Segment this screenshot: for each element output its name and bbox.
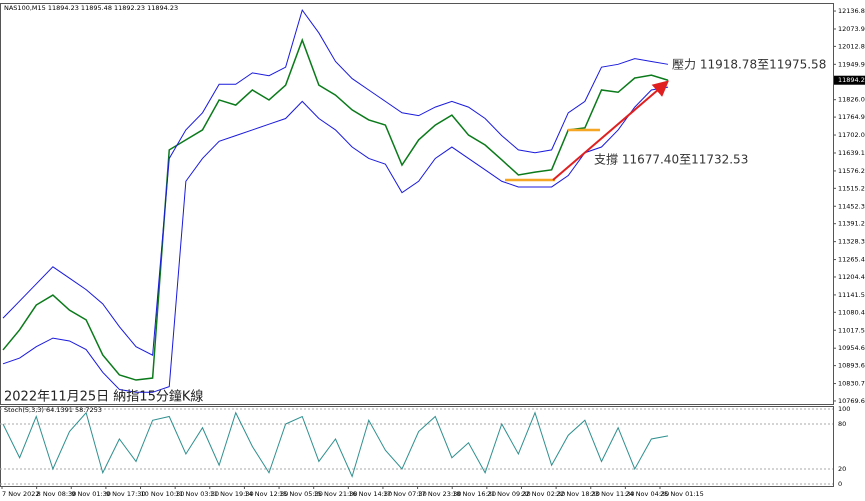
y-tick-label: 11017.55: [838, 326, 865, 334]
price-line: [2, 37, 669, 381]
x-tick-label: 7 Nov 2022: [2, 490, 40, 498]
x-tick-label: 8 Nov 08:30: [37, 490, 77, 498]
x-tick-label: 11 Nov 03:30: [175, 490, 219, 498]
x-tick-label: 22 Nov 02:30: [521, 490, 565, 498]
stoch-line: [2, 411, 669, 478]
stoch-tick-label: 20: [838, 465, 846, 473]
y-tick-label: 12073.90: [838, 25, 865, 33]
y-tick-label: 12012.85: [838, 42, 865, 50]
x-tick-label: 11 Nov 19:30: [210, 490, 254, 498]
x-tick-label: 14 Nov 12:30: [244, 490, 288, 498]
y-tick-label: 10893.60: [838, 362, 865, 370]
x-tick-label: 24 Nov 04:30: [625, 490, 669, 498]
y-tick-label: 11265.45: [838, 256, 865, 264]
x-tick-label: 9 Nov 17:30: [106, 490, 146, 498]
bollinger-band: [2, 9, 669, 357]
y-tick-label: 11764.95: [838, 113, 865, 121]
y-tick-label: 11452.30: [838, 202, 865, 210]
y-tick-label: 11141.50: [838, 291, 865, 299]
x-tick-label: 18 Nov 16:30: [452, 490, 496, 498]
stoch-tick-label: 80: [838, 420, 846, 428]
x-tick-label: 15 Nov 21:30: [314, 490, 358, 498]
main-panel: [0, 3, 834, 405]
y-tick-label: 11080.45: [838, 308, 865, 316]
x-tick-label: 17 Nov 07:30: [383, 490, 427, 498]
caption: 2022年11月25日 納指15分鐘K線: [4, 389, 203, 405]
y-tick-label: 10769.65: [838, 397, 865, 405]
y-tick-label: 11391.25: [838, 220, 865, 228]
x-tick-label: 23 Nov 11:30: [591, 490, 635, 498]
stoch-tick-label: 0: [838, 480, 842, 488]
y-tick-label: 11328.35: [838, 238, 865, 246]
x-tick-label: 9 Nov 01:30: [71, 490, 111, 498]
y-tick-label: 11702.05: [838, 131, 865, 139]
chart-title: NAS100,M15 11894.23 11895.48 11892.23 11…: [4, 4, 178, 12]
y-tick-label: 11639.15: [838, 149, 865, 157]
plot: 12136.80 12073.90 12012.85 11949.95 11826.00…: [0, 7, 865, 498]
stoch-tick-label: 100: [838, 405, 850, 413]
price-box: [834, 75, 865, 85]
y-tick-label: 11515.20: [838, 184, 865, 192]
x-tick-label: 17 Nov 23:30: [418, 490, 462, 498]
y-tick-label: 10954.65: [838, 344, 865, 352]
bollinger-band: [2, 86, 669, 393]
x-tick-label: 10 Nov 10:30: [141, 490, 185, 498]
current-price: 11894.23: [838, 76, 865, 84]
y-tick-label: 12136.80: [838, 7, 865, 15]
y-tick-label: 11949.95: [838, 60, 865, 68]
x-tick-label: 22 Nov 18:30: [556, 490, 600, 498]
stoch-title: Stoch(5,3,3) 64.1391 58.7253: [4, 406, 102, 414]
resistance-note: 壓力 11918.78至11975.58: [672, 58, 826, 72]
trend-arrow: [552, 80, 670, 181]
x-tick-label: 25 Nov 01:15: [660, 490, 704, 498]
stoch-panel: [0, 406, 834, 487]
y-tick-label: 11204.40: [838, 273, 865, 281]
y-tick-label: 11576.25: [838, 167, 865, 175]
y-tick-label: 11826.00: [838, 96, 865, 104]
x-tick-label: 21 Nov 09:30: [487, 490, 531, 498]
x-tick-label: 15 Nov 05:30: [279, 490, 323, 498]
y-tick-label: 10830.70: [838, 380, 865, 388]
x-tick-label: 16 Nov 14:30: [348, 490, 392, 498]
support-note: 支撐 11677.40至11732.53: [594, 153, 748, 167]
